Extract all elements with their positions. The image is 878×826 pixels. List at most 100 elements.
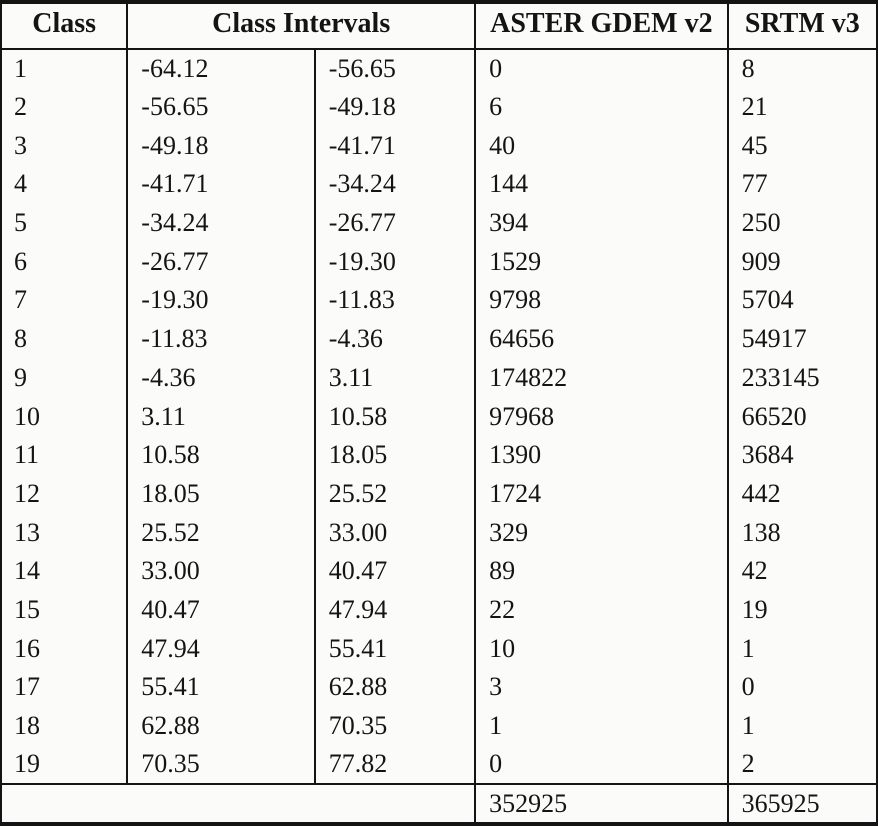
cell-interval-high: 40.47	[314, 551, 477, 591]
cell-interval-low: 62.88	[127, 706, 316, 746]
cell-class: 13	[1, 513, 129, 552]
cell-interval-high: 25.52	[314, 474, 477, 514]
cell-interval-low: 33.00	[127, 551, 316, 591]
cell-srtm-count: 5704	[741, 285, 794, 315]
totals-row: 352925 365925	[1, 783, 877, 824]
table-row: 17 55.41 62.88 3 0	[1, 668, 877, 707]
cell-interval-low: -41.71	[127, 165, 316, 204]
table-row: 15 40.47 47.94 22 19	[1, 590, 877, 630]
cell-interval-low: 25.52	[127, 513, 316, 552]
cell-srtm-count: 442	[741, 478, 781, 508]
cell-aster-count: 0	[475, 49, 729, 88]
table-row: 12 18.05 25.52 1724 442	[1, 474, 877, 514]
cell-aster-count: 394	[475, 203, 729, 243]
cell-class: 18	[1, 706, 129, 746]
cell-class: 6	[1, 242, 129, 282]
table-row: 18 62.88 70.35 1 1	[1, 706, 877, 746]
cell-aster-count: 6	[475, 87, 729, 127]
table-row: 9 -4.36 3.11 174822 233145	[1, 358, 877, 398]
cell-interval-high: 62.88	[314, 668, 477, 707]
table-row: 3 -49.18 -41.71 40 45	[1, 126, 877, 166]
cell-interval-high: -56.65	[314, 49, 477, 88]
cell-interval-low: 47.94	[127, 629, 316, 668]
cell-class: 7	[1, 281, 129, 320]
cell-interval-low: -34.24	[127, 203, 316, 243]
cell-class: 3	[1, 126, 129, 166]
cell-srtm-count: 1	[741, 633, 755, 663]
cell-interval-low: 18.05	[127, 474, 316, 514]
cell-class: 5	[1, 203, 129, 243]
table-row: 5 -34.24 -26.77 394 250	[1, 203, 877, 243]
cell-aster-count: 89	[475, 551, 729, 591]
cell-interval-low: 10.58	[127, 435, 316, 475]
table-row: 2 -56.65 -49.18 6 21	[1, 87, 877, 127]
cell-interval-high: 3.11	[314, 358, 477, 398]
col-header-class-intervals: Class Intervals	[127, 2, 477, 50]
cell-srtm-count: 54917	[741, 324, 807, 354]
cell-aster-count: 1390	[475, 435, 729, 475]
cell-interval-low: 40.47	[127, 590, 316, 630]
cell-class: 14	[1, 551, 129, 591]
table-row: 1 -64.12 -56.65 0 8	[1, 49, 877, 88]
table-row: 11 10.58 18.05 1390 3684	[1, 435, 877, 475]
cell-class: 10	[1, 397, 129, 436]
table-row: 7 -19.30 -11.83 9798 5704	[1, 281, 877, 320]
cell-srtm-count: 77	[741, 169, 768, 199]
cell-srtm-count: 45	[741, 130, 768, 160]
cell-aster-count: 22	[475, 590, 729, 630]
col-header-class: Class	[1, 2, 129, 50]
cell-srtm-count: 42	[741, 556, 768, 586]
cell-aster-count: 9798	[475, 281, 729, 320]
cell-aster-count: 144	[475, 165, 729, 204]
cell-interval-high: -49.18	[314, 87, 477, 127]
totals-aster-cell: 352925	[475, 783, 729, 824]
cell-class: 19	[1, 745, 129, 785]
cell-interval-high: 33.00	[314, 513, 477, 552]
cell-interval-high: -26.77	[314, 203, 477, 243]
cell-interval-low: 55.41	[127, 668, 316, 707]
table-row: 6 -26.77 -19.30 1529 909	[1, 242, 877, 282]
cell-class: 17	[1, 668, 129, 707]
cell-interval-high: -41.71	[314, 126, 477, 166]
cell-class: 11	[1, 435, 129, 475]
col-header-aster-gdem-v2: ASTER GDEM v2	[475, 2, 729, 50]
table-row: 4 -41.71 -34.24 144 77	[1, 165, 877, 204]
cell-interval-low: -26.77	[127, 242, 316, 282]
table-row: 14 33.00 40.47 89 42	[1, 551, 877, 591]
table-row: 8 -11.83 -4.36 64656 54917	[1, 319, 877, 359]
cell-srtm-count: 233145	[741, 362, 820, 392]
cell-srtm-count: 21	[741, 92, 768, 122]
cell-interval-low: -64.12	[127, 49, 316, 88]
cell-srtm-count: 2	[741, 749, 755, 779]
table-row: 10 3.11 10.58 97968 66520	[1, 397, 877, 436]
table-row: 19 70.35 77.82 0 2	[1, 745, 877, 785]
cell-srtm-count: 1	[741, 711, 755, 741]
cell-interval-high: -4.36	[314, 319, 477, 359]
table-row: 13 25.52 33.00 329 138	[1, 513, 877, 552]
totals-srtm-cell: 365925	[727, 783, 877, 824]
cell-aster-count: 329	[475, 513, 729, 552]
cell-interval-high: -11.83	[314, 281, 477, 320]
cell-interval-high: 47.94	[314, 590, 477, 630]
cell-interval-low: 3.11	[127, 397, 316, 436]
cell-class: 12	[1, 474, 129, 514]
cell-srtm-count: 138	[741, 517, 781, 547]
cell-srtm-count: 3684	[741, 440, 794, 470]
cell-aster-count: 40	[475, 126, 729, 166]
totals-empty-cell	[1, 783, 477, 824]
cell-interval-high: 10.58	[314, 397, 477, 436]
cell-class: 2	[1, 87, 129, 127]
cell-class: 8	[1, 319, 129, 359]
cell-srtm-count: 250	[741, 208, 781, 238]
cell-aster-count: 3	[475, 668, 729, 707]
col-header-srtm-v3: SRTM v3	[727, 2, 877, 50]
cell-interval-high: -19.30	[314, 242, 477, 282]
cell-interval-high: 18.05	[314, 435, 477, 475]
cell-class: 9	[1, 358, 129, 398]
cell-aster-count: 10	[475, 629, 729, 668]
cell-interval-high: 70.35	[314, 706, 477, 746]
table-row: 16 47.94 55.41 10 1	[1, 629, 877, 668]
cell-interval-high: 77.82	[314, 745, 477, 785]
